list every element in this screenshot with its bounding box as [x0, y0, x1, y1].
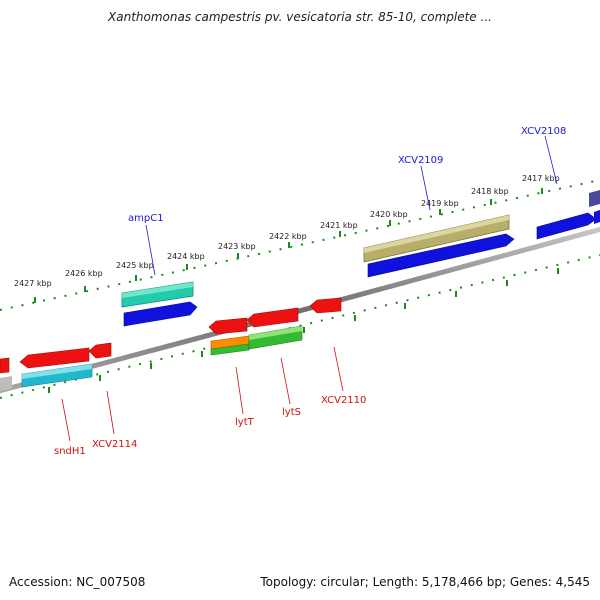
gene-label-XCV2110[interactable]: XCV2110 [321, 395, 366, 406]
scale-label-2421: 2421 kbp [320, 221, 358, 230]
scale-label-2424: 2424 kbp [167, 252, 205, 261]
gene-lytT-green-bar[interactable] [210, 343, 250, 356]
reverse-gene-labels: sndH1 XCV2114 lytT lytS XCV2110 [54, 395, 366, 457]
map-title: Xanthomonas campestris pv. vesicatoria s… [108, 10, 492, 24]
gene-label-lytS[interactable]: lytS [282, 407, 301, 418]
reverse-genes [0, 297, 342, 391]
gene-label-sndH1[interactable]: sndH1 [54, 446, 86, 457]
gene-red-arrow-left-edge[interactable] [0, 357, 10, 374]
gene-lytT-red-arrow[interactable] [208, 317, 248, 335]
gene-purple-block[interactable] [589, 190, 600, 207]
scale-label-2423: 2423 kbp [218, 242, 256, 251]
scale-labels: 2427 kbp 2426 kbp 2425 kbp 2424 kbp 2423… [14, 174, 560, 288]
gene-XCV2114-arrow[interactable] [88, 342, 112, 359]
scale-label-2426: 2426 kbp [65, 269, 103, 278]
scale-label-2422: 2422 kbp [269, 232, 307, 241]
reverse-major-ticks [48, 268, 559, 393]
gene-XCV2108-arrow[interactable] [536, 212, 597, 240]
scale-label-2420: 2420 kbp [370, 210, 408, 219]
gene-lytS-red-arrow[interactable] [246, 307, 299, 328]
gene-lytS-highlight [249, 326, 302, 340]
genome-summary: Topology: circular; Length: 5,178,466 bp… [260, 575, 590, 589]
forward-gene-labels: ampC1 XCV2109 XCV2108 [128, 126, 566, 224]
scale-label-2417: 2417 kbp [522, 174, 560, 183]
forward-leader-lines [145, 135, 558, 276]
gene-blue-edge-block[interactable] [594, 210, 600, 224]
reverse-leader-lines [61, 346, 344, 442]
scale-label-2427: 2427 kbp [14, 279, 52, 288]
forward-scale-track [0, 179, 600, 311]
gene-blue-arrow-1[interactable] [123, 301, 198, 327]
gene-label-XCV2109[interactable]: XCV2109 [398, 155, 443, 166]
gene-grey-edge-block[interactable] [0, 376, 12, 391]
gene-sndH1-arrow[interactable] [19, 347, 90, 369]
gene-label-XCV2108[interactable]: XCV2108 [521, 126, 566, 137]
reverse-scale-track [0, 254, 600, 399]
gene-sndH1-highlight [22, 364, 92, 379]
gene-label-ampC1[interactable]: ampC1 [128, 213, 164, 224]
gene-label-XCV2114[interactable]: XCV2114 [92, 439, 137, 450]
forward-major-ticks [34, 188, 543, 303]
accession-label: Accession: NC_007508 [9, 575, 146, 589]
gene-label-lytT[interactable]: lytT [235, 417, 255, 428]
gene-XCV2109-highlight [364, 215, 509, 253]
scale-label-2418: 2418 kbp [471, 187, 509, 196]
forward-genes [121, 190, 600, 327]
gene-blue-arrow-2[interactable] [367, 233, 515, 278]
gene-XCV2110-arrow[interactable] [309, 297, 342, 314]
gene-ampC1-highlight [122, 282, 193, 298]
scale-label-2419: 2419 kbp [421, 199, 459, 208]
scale-label-2425: 2425 kbp [116, 261, 154, 270]
